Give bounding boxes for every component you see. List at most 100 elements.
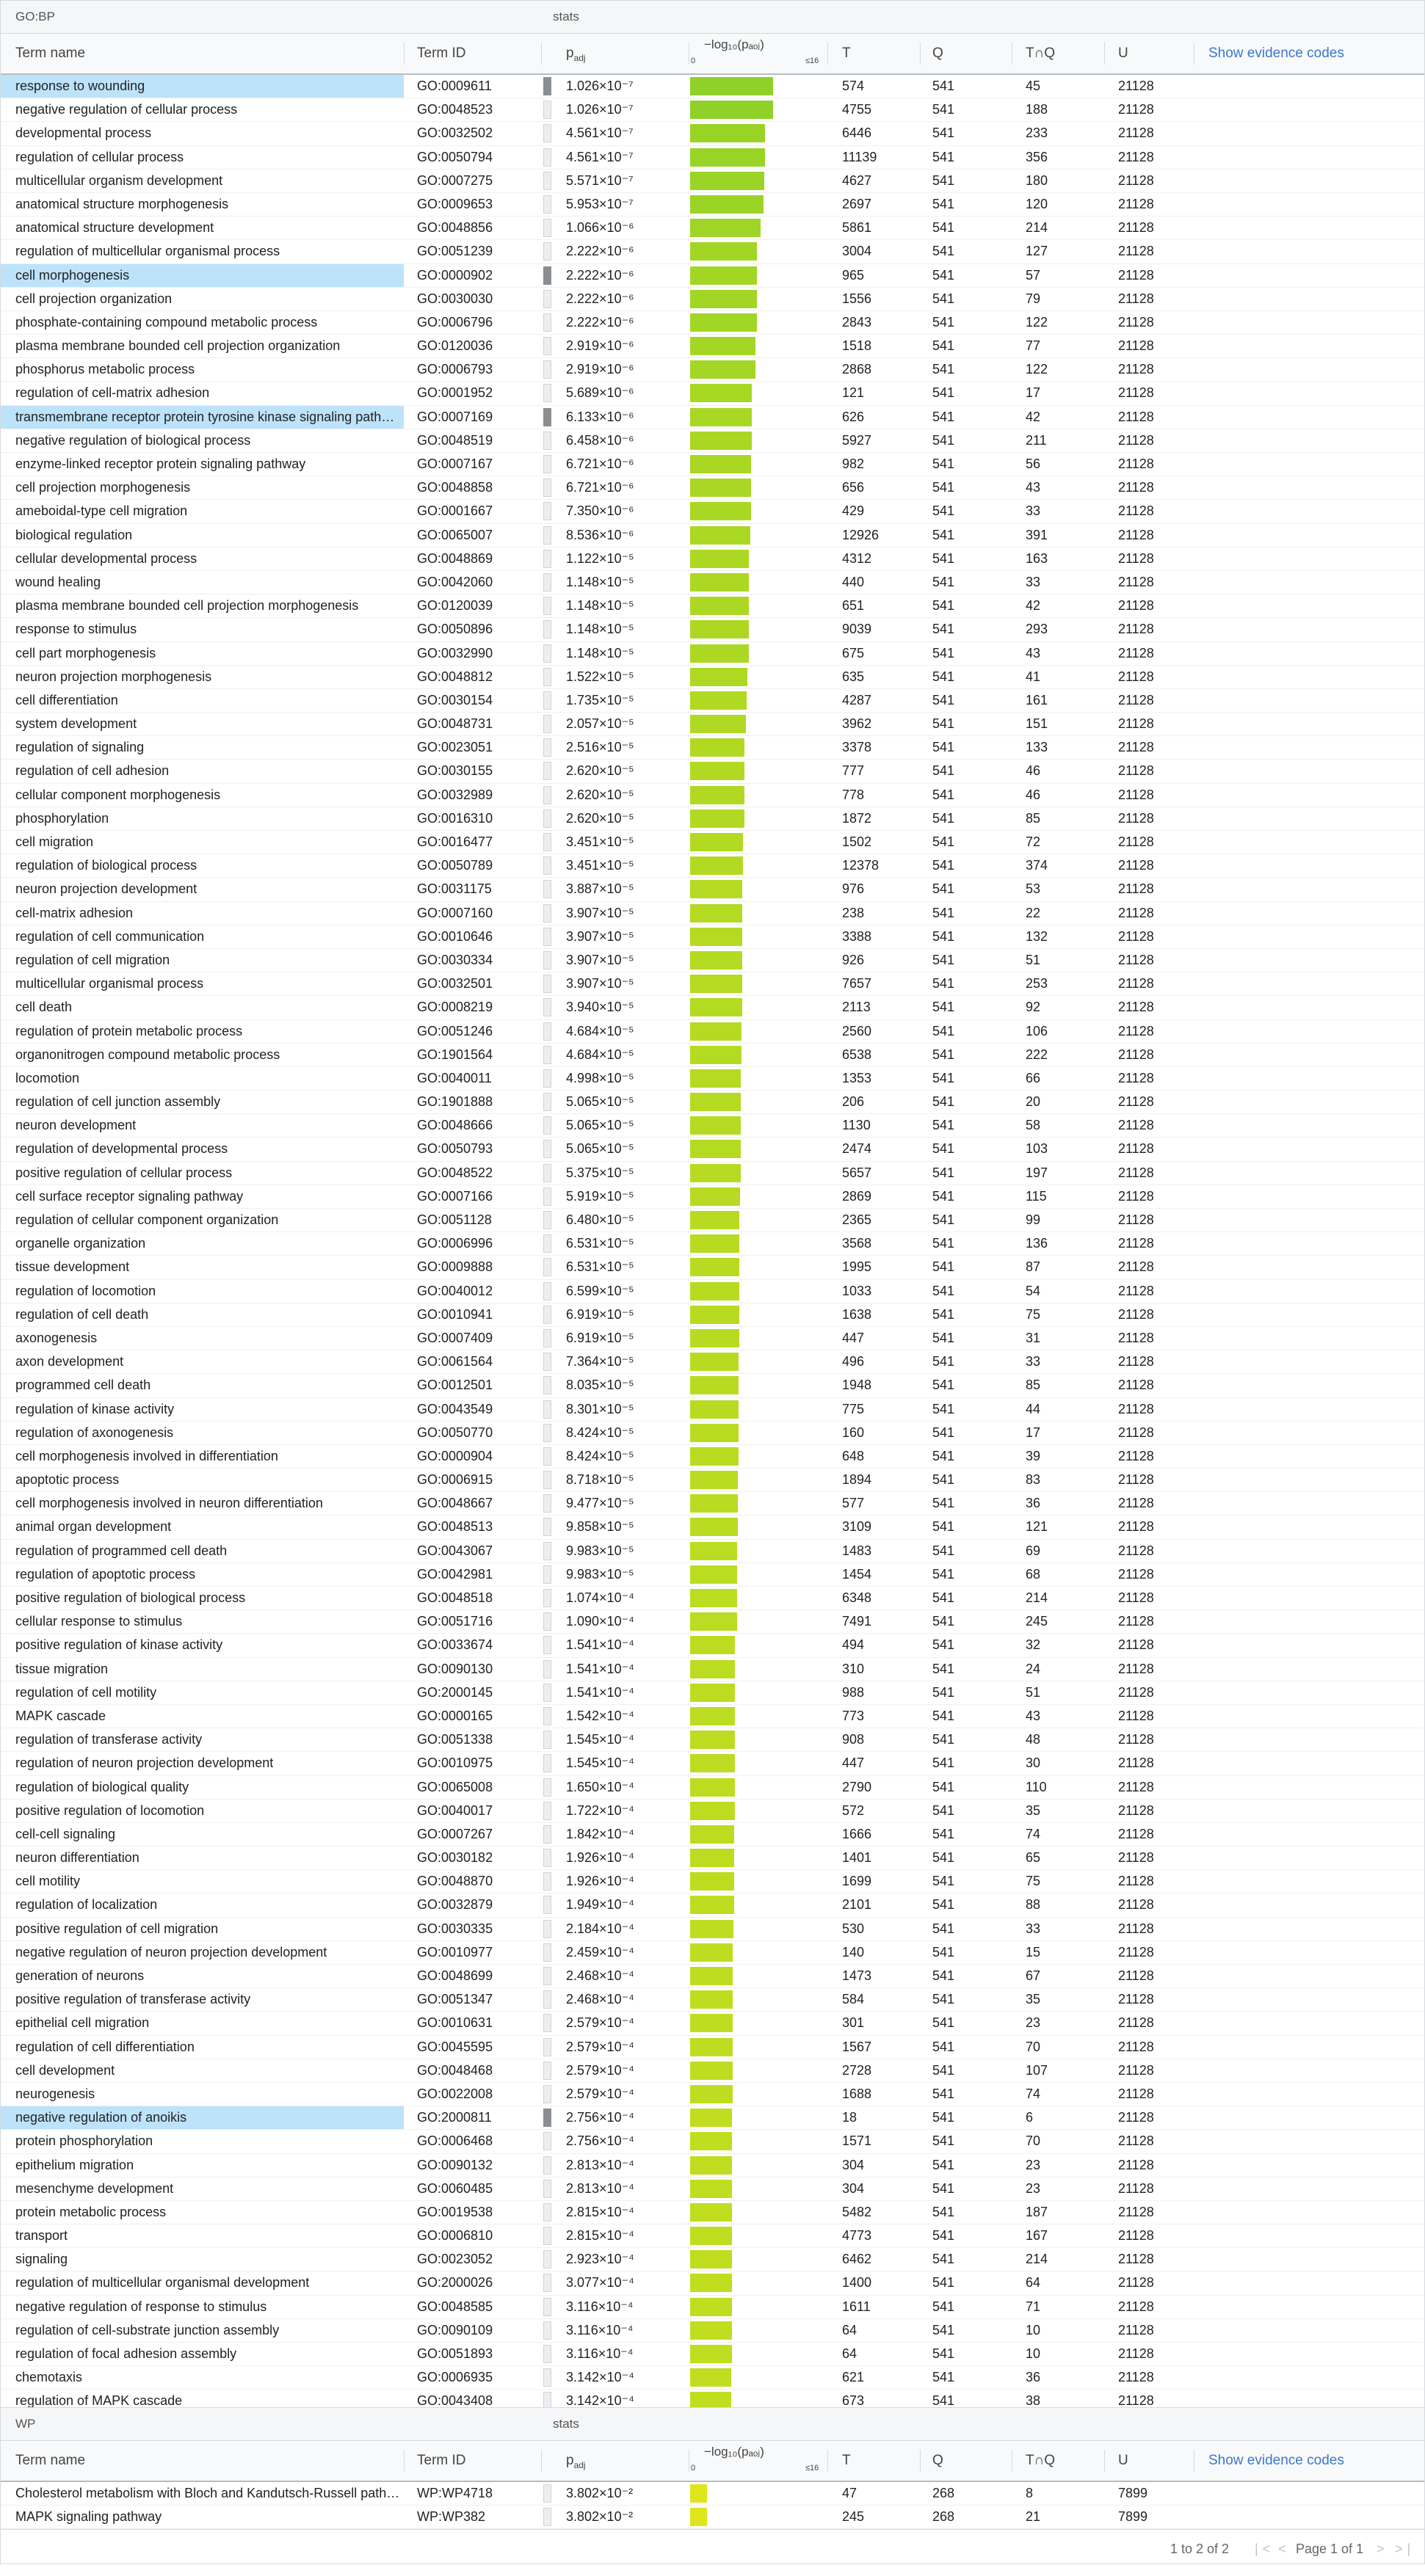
table-row[interactable]: regulation of biological quality GO:00650… <box>1 1776 1424 1800</box>
table-row[interactable]: regulation of developmental process GO:00… <box>1 1138 1424 1162</box>
term-id[interactable]: GO:0051246 <box>417 1023 493 1038</box>
table-row[interactable]: regulation of programmed cell death GO:00… <box>1 1540 1424 1563</box>
table-row[interactable]: negative regulation of biological proces… <box>1 429 1424 453</box>
table-row[interactable]: neuron differentiation GO:0030182 1.926×10… <box>1 1847 1424 1871</box>
row-marker[interactable] <box>542 1705 552 1728</box>
term-id[interactable]: GO:0090109 <box>417 2322 493 2337</box>
table-row[interactable]: regulation of multicellular organismal d… <box>1 2271 1424 2296</box>
table-row[interactable]: regulation of cell migration GO:0030334 3.… <box>1 949 1424 973</box>
col-q[interactable]: Q <box>932 46 943 61</box>
row-marker[interactable] <box>542 571 552 594</box>
term-id[interactable]: GO:0048869 <box>417 550 493 566</box>
row-marker[interactable] <box>542 594 552 617</box>
row-marker[interactable] <box>542 2482 552 2505</box>
col-q[interactable]: Q <box>932 2453 943 2468</box>
term-id[interactable]: GO:0048731 <box>417 716 493 732</box>
row-marker[interactable] <box>542 1114 552 1137</box>
table-row[interactable]: protein metabolic process GO:0019538 2.815… <box>1 2201 1424 2225</box>
row-marker[interactable] <box>542 2012 552 2034</box>
row-marker[interactable] <box>542 240 552 263</box>
table-row[interactable]: ameboidal-type cell migration GO:0001667 7… <box>1 500 1424 524</box>
table-row[interactable]: locomotion GO:0040011 4.998×10⁻⁵ 1353 541 66 2… <box>1 1067 1424 1091</box>
term-id[interactable]: GO:0006468 <box>417 2133 493 2149</box>
table-row[interactable]: cell surface receptor signaling pathway G… <box>1 1185 1424 1209</box>
term-id[interactable]: GO:0010975 <box>417 1755 493 1771</box>
table-row[interactable]: regulation of cell differentiation GO:004… <box>1 2036 1424 2059</box>
table-row[interactable]: MAPK cascade GO:0000165 1.542×10⁻⁴ 773 541 43… <box>1 1705 1424 1729</box>
term-id[interactable]: GO:0010977 <box>417 1944 493 1960</box>
row-marker[interactable] <box>542 217 552 239</box>
term-id[interactable]: GO:0016310 <box>417 810 493 826</box>
term-id[interactable]: GO:0045595 <box>417 2039 493 2054</box>
table-row[interactable]: positive regulation of cell migration GO:… <box>1 1918 1424 1941</box>
col-neglog[interactable]: −log₁₀(pₐₒⱼ) 0 ≤16 <box>691 2441 826 2481</box>
col-padj[interactable]: padj <box>566 34 586 73</box>
table-row[interactable]: programmed cell death GO:0012501 8.035×10⁻… <box>1 1374 1424 1398</box>
term-id[interactable]: GO:0009888 <box>417 1259 493 1275</box>
term-id[interactable]: GO:0007275 <box>417 172 493 188</box>
row-marker[interactable] <box>542 1445 552 1468</box>
table-row[interactable]: regulation of cell death GO:0010941 6.919×… <box>1 1303 1424 1327</box>
table-row[interactable]: MAPK signaling pathway WP:WP382 3.802×10⁻²… <box>1 2506 1424 2530</box>
term-id[interactable]: GO:0042981 <box>417 1566 493 1582</box>
table-row[interactable]: axon development GO:0061564 7.364×10⁻⁵ 496 5… <box>1 1350 1424 1375</box>
term-id[interactable]: GO:0061564 <box>417 1354 493 1369</box>
table-row[interactable]: cell projection morphogenesis GO:0048858 6… <box>1 476 1424 501</box>
term-id[interactable]: GO:0007160 <box>417 905 493 920</box>
table-row[interactable]: plasma membrane bounded cell projection … <box>1 594 1424 619</box>
term-id[interactable]: GO:0006996 <box>417 1236 493 1251</box>
row-marker[interactable] <box>542 264 552 287</box>
term-id[interactable]: GO:1901564 <box>417 1047 493 1062</box>
term-id[interactable]: GO:0043408 <box>417 2393 493 2409</box>
table-row[interactable]: protein phosphorylation GO:0006468 2.756×1… <box>1 2130 1424 2154</box>
table-row[interactable]: animal organ development GO:0048513 9.858×… <box>1 1516 1424 1540</box>
col-padj[interactable]: padj <box>566 2441 586 2481</box>
row-marker[interactable] <box>542 1847 552 1869</box>
term-id[interactable]: GO:0050794 <box>417 149 493 164</box>
row-marker[interactable] <box>542 2130 552 2153</box>
row-marker[interactable] <box>542 1776 552 1799</box>
term-id[interactable]: GO:0032989 <box>417 787 493 802</box>
table-row[interactable]: positive regulation of biological proces… <box>1 1587 1424 1611</box>
row-marker[interactable] <box>542 2271 552 2294</box>
row-marker[interactable] <box>542 122 552 145</box>
table-row[interactable]: regulation of cell adhesion GO:0030155 2.6… <box>1 760 1424 784</box>
row-marker[interactable] <box>542 1728 552 1751</box>
row-marker[interactable] <box>542 382 552 404</box>
row-marker[interactable] <box>542 193 552 216</box>
row-marker[interactable] <box>542 1516 552 1538</box>
table-row[interactable]: mesenchyme development GO:0060485 2.813×10… <box>1 2177 1424 2201</box>
table-row[interactable]: regulation of cell junction assembly GO:1… <box>1 1091 1424 1115</box>
table-row[interactable]: signaling GO:0023052 2.923×10⁻⁴ 6462 541 214 2… <box>1 2248 1424 2272</box>
row-marker[interactable] <box>542 1988 552 2011</box>
row-marker[interactable] <box>542 1563 552 1586</box>
term-id[interactable]: GO:0040011 <box>417 1070 492 1085</box>
table-row[interactable]: wound healing GO:0042060 1.148×10⁻⁵ 440 541 3… <box>1 571 1424 595</box>
row-marker[interactable] <box>542 1162 552 1185</box>
term-id[interactable]: GO:0007267 <box>417 1826 493 1841</box>
term-id[interactable]: GO:0019538 <box>417 2204 493 2219</box>
row-marker[interactable] <box>542 2296 552 2318</box>
row-marker[interactable] <box>542 2201 552 2224</box>
col-tq[interactable]: T∩Q <box>1026 2453 1056 2468</box>
term-id[interactable]: GO:0051347 <box>417 1992 493 2007</box>
row-marker[interactable] <box>542 1681 552 1704</box>
prev-page-button[interactable]: < <box>1278 2542 1291 2557</box>
next-page-button[interactable]: > <box>1377 2542 1389 2557</box>
table-row[interactable]: negative regulation of anoikis GO:2000811… <box>1 2106 1424 2131</box>
term-id[interactable]: GO:0000165 <box>417 1708 493 1723</box>
term-id[interactable]: GO:0030334 <box>417 952 493 967</box>
row-marker[interactable] <box>542 1185 552 1208</box>
row-marker[interactable] <box>542 2224 552 2247</box>
row-marker[interactable] <box>542 429 552 452</box>
term-id[interactable]: GO:0040012 <box>417 1283 493 1298</box>
row-marker[interactable] <box>542 1067 552 1090</box>
term-id[interactable]: GO:0048699 <box>417 1968 493 1983</box>
term-id[interactable]: GO:0048667 <box>417 1496 493 1511</box>
term-id[interactable]: GO:0048858 <box>417 480 493 495</box>
table-row[interactable]: cellular developmental process GO:0048869… <box>1 547 1424 571</box>
table-row[interactable]: cell differentiation GO:0030154 1.735×10⁻⁵… <box>1 689 1424 713</box>
row-marker[interactable] <box>542 1209 552 1231</box>
term-id[interactable]: GO:0120036 <box>417 338 493 354</box>
row-marker[interactable] <box>542 642 552 665</box>
